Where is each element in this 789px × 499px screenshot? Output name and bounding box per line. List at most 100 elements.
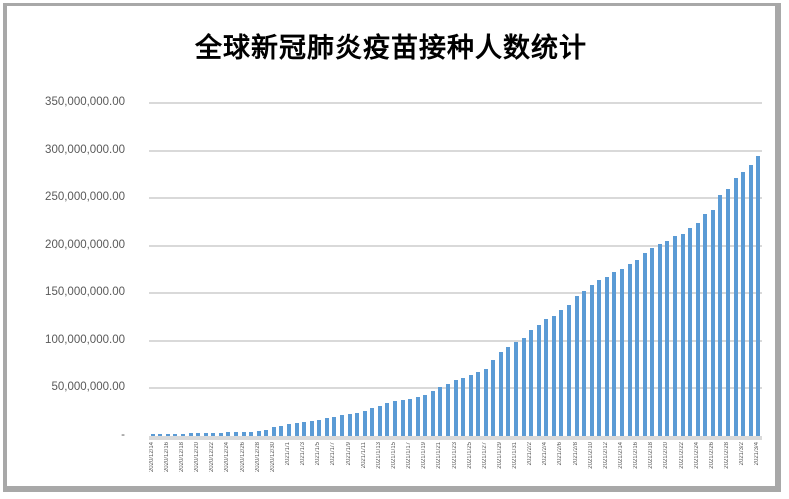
y-tick-label: 200,000,000.00 bbox=[45, 238, 125, 251]
bar bbox=[483, 368, 488, 436]
bar bbox=[339, 415, 344, 436]
bar bbox=[203, 433, 208, 436]
bar bbox=[415, 397, 420, 436]
x-tick-label: 2021/2/28 bbox=[723, 442, 730, 469]
bar bbox=[619, 268, 624, 436]
x-tick-label: 2021/2/20 bbox=[663, 442, 670, 469]
x-tick-label: 2020/12/24 bbox=[224, 442, 231, 473]
bar bbox=[725, 189, 730, 436]
bar bbox=[612, 272, 617, 436]
bar bbox=[476, 371, 481, 436]
bar bbox=[665, 241, 670, 436]
bar bbox=[347, 413, 352, 436]
bar bbox=[710, 210, 715, 436]
chart-frame: 全球新冠肺炎疫苗接种人数统计 350,000,000.00 300,000,000… bbox=[3, 3, 781, 492]
x-tick-label: 2020/12/20 bbox=[194, 442, 201, 473]
x-tick-label: 2021/1/17 bbox=[406, 442, 413, 469]
bar bbox=[438, 386, 443, 436]
bar bbox=[453, 380, 458, 436]
x-tick-label: 2021/2/8 bbox=[572, 442, 579, 466]
bar bbox=[627, 263, 632, 436]
bar bbox=[468, 374, 473, 436]
x-tick-label: 2021/3/2 bbox=[739, 442, 746, 466]
bar bbox=[680, 233, 685, 436]
gridline bbox=[149, 197, 762, 200]
bar bbox=[650, 248, 655, 436]
bar bbox=[657, 244, 662, 436]
x-tick-label: 2021/1/11 bbox=[360, 442, 367, 469]
bar bbox=[498, 352, 503, 436]
bar bbox=[196, 433, 201, 436]
x-tick-label: 2021/2/16 bbox=[633, 442, 640, 469]
bar bbox=[491, 359, 496, 436]
bar bbox=[741, 171, 746, 436]
bar bbox=[218, 432, 223, 436]
x-tick-label: 2021/2/22 bbox=[678, 442, 685, 469]
bar bbox=[256, 431, 261, 436]
y-tick-label: 350,000,000.00 bbox=[45, 96, 125, 108]
gridline bbox=[149, 339, 762, 342]
bar bbox=[703, 214, 708, 436]
bar bbox=[574, 295, 579, 436]
bar bbox=[461, 377, 466, 436]
bar bbox=[642, 252, 647, 436]
bar bbox=[226, 432, 231, 436]
x-tick-label: 2021/2/26 bbox=[708, 442, 715, 469]
bar bbox=[173, 433, 178, 436]
x-tick-label: 2021/1/27 bbox=[481, 442, 488, 469]
x-tick-label: 2021/1/15 bbox=[390, 442, 397, 469]
x-tick-label: 2021/1/1 bbox=[285, 442, 291, 466]
gridline bbox=[149, 292, 762, 295]
x-tick-label: 2020/12/16 bbox=[163, 442, 170, 473]
plot-area bbox=[149, 102, 762, 436]
x-axis-line bbox=[149, 436, 762, 440]
x-tick-label: 2021/1/25 bbox=[466, 442, 473, 469]
bar bbox=[521, 338, 526, 436]
x-tick-label: 2021/2/14 bbox=[617, 442, 624, 469]
x-axis-labels: 2020/12/14 2020/12/16 2020/12/18 2020/12/20… bbox=[149, 442, 762, 494]
y-axis-labels: 350,000,000.00 300,000,000.00 250,000,000.… bbox=[7, 6, 125, 486]
bar bbox=[158, 434, 163, 436]
x-tick-label: 2021/1/19 bbox=[421, 442, 428, 469]
chart-title: 全球新冠肺炎疫苗接种人数统计 bbox=[195, 33, 587, 64]
x-tick-label: 2021/2/4 bbox=[542, 442, 549, 466]
bar bbox=[672, 235, 677, 436]
bar bbox=[536, 324, 541, 436]
bar bbox=[385, 402, 390, 436]
x-tick-label: 2020/12/18 bbox=[179, 442, 186, 473]
bar bbox=[165, 434, 170, 436]
bar bbox=[279, 426, 284, 436]
gridline bbox=[149, 102, 762, 104]
bar bbox=[733, 178, 738, 436]
bar bbox=[597, 280, 602, 436]
bar bbox=[544, 319, 549, 436]
bar bbox=[430, 391, 435, 436]
x-tick-label: 2020/12/22 bbox=[209, 442, 216, 473]
x-tick-label: 2021/1/21 bbox=[436, 442, 443, 469]
bar bbox=[748, 165, 753, 436]
bar bbox=[355, 412, 360, 436]
x-tick-label: 2021/1/3 bbox=[300, 442, 307, 466]
y-tick-label: 150,000,000.00 bbox=[45, 286, 125, 299]
bar bbox=[362, 410, 367, 436]
bar bbox=[332, 416, 337, 436]
bar bbox=[551, 315, 556, 436]
bar bbox=[400, 399, 405, 436]
bar bbox=[234, 432, 239, 436]
x-tick-label: 2020/12/14 bbox=[148, 442, 155, 473]
bar bbox=[150, 434, 155, 436]
bar bbox=[514, 341, 519, 436]
bar bbox=[635, 260, 640, 436]
y-tick-label: 300,000,000.00 bbox=[45, 143, 125, 156]
bar bbox=[423, 395, 428, 436]
bar bbox=[695, 223, 700, 436]
bar bbox=[445, 383, 450, 436]
bar bbox=[181, 433, 186, 436]
x-tick-label: 2021/2/12 bbox=[602, 442, 609, 469]
bar bbox=[688, 227, 693, 436]
x-tick-label: 2021/2/6 bbox=[557, 442, 564, 466]
x-tick-label: 2021/1/23 bbox=[451, 442, 458, 469]
bar bbox=[529, 330, 534, 436]
x-tick-label: 2020/12/28 bbox=[254, 442, 261, 473]
x-tick-label: 2021/1/13 bbox=[375, 442, 382, 469]
